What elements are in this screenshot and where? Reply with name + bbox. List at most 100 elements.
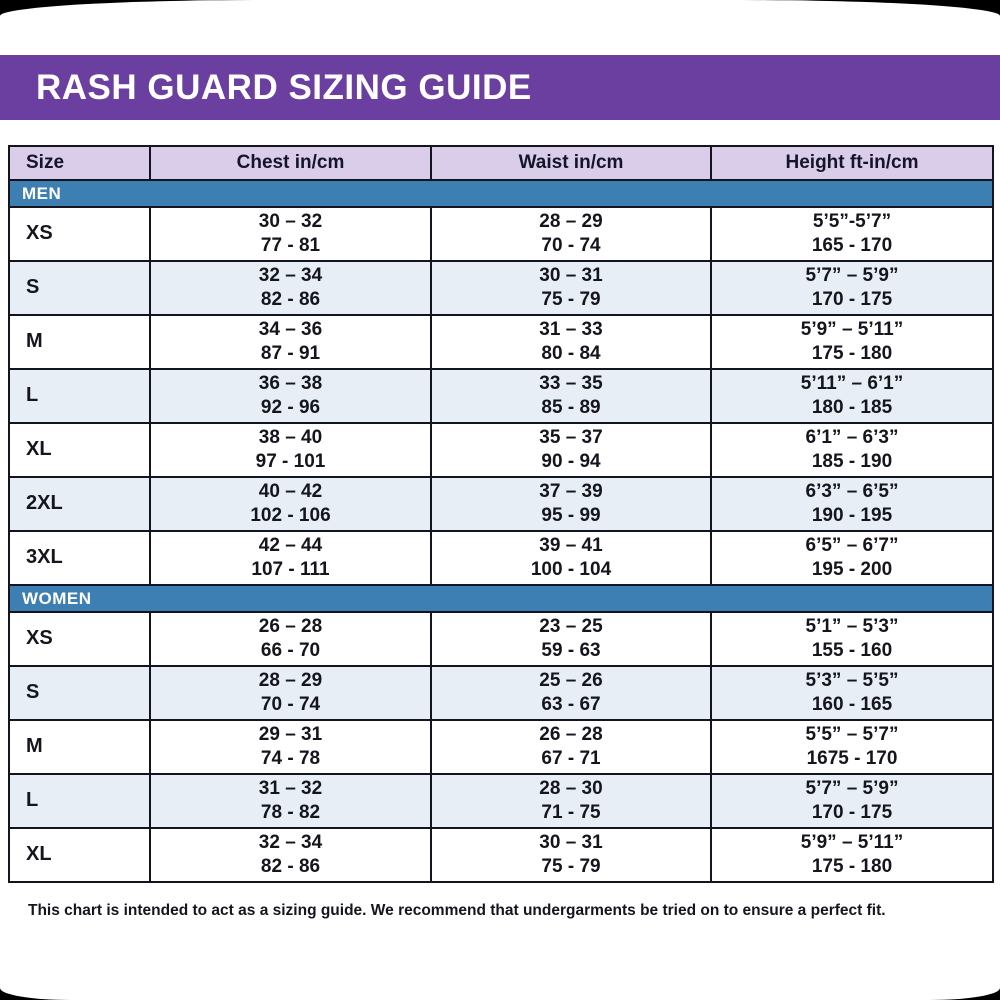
- chest-line-1: 26 – 28: [258, 615, 323, 637]
- size-cell: 2XL: [8, 476, 151, 532]
- chest-line-1: 31 – 32: [258, 777, 323, 799]
- height-line-1: 5’1” – 5’3”: [805, 615, 899, 637]
- height-line-1: 5’7” – 5’9”: [805, 264, 899, 286]
- size-cell: XS: [8, 206, 151, 262]
- height-cell: 5’5”-5’7” 165 - 170: [710, 206, 994, 262]
- height-cell: 5’1” – 5’3” 155 - 160: [710, 611, 994, 667]
- table-row: XS 26 – 28 66 - 70 23 – 25 59 - 63 5’1” – 5’3…: [8, 611, 994, 667]
- waist-line-1: 30 – 31: [539, 264, 603, 286]
- col-header-height: Height ft-in/cm: [710, 145, 994, 181]
- height-line-2: 155 - 160: [811, 640, 893, 661]
- height-line-1: 5’3” – 5’5”: [805, 669, 899, 691]
- chest-line-2: 82 - 86: [260, 289, 321, 310]
- table-row: 3XL 42 – 44 107 - 111 39 – 41 100 - 104 6’5” …: [8, 530, 994, 586]
- waist-line-1: 37 – 39: [539, 480, 603, 502]
- chest-line-2: 78 - 82: [260, 802, 321, 823]
- height-line-2: 165 - 170: [811, 235, 893, 256]
- col-header-size: Size: [8, 145, 151, 181]
- waist-line-1: 23 – 25: [539, 615, 603, 637]
- chest-line-2: 107 - 111: [251, 559, 330, 580]
- waist-cell: 28 – 29 70 - 74: [430, 206, 712, 262]
- chest-line-1: 34 – 36: [258, 318, 323, 340]
- size-cell: 3XL: [8, 530, 151, 586]
- height-line-1: 6’3” – 6’5”: [805, 480, 899, 502]
- chest-cell: 31 – 32 78 - 82: [149, 773, 432, 829]
- waist-line-2: 85 - 89: [541, 397, 601, 418]
- chest-line-1: 30 – 32: [258, 210, 323, 232]
- sizing-table: Size Chest in/cm Waist in/cm Height ft-i…: [8, 145, 994, 883]
- waist-cell: 37 – 39 95 - 99: [430, 476, 712, 532]
- chest-cell: 36 – 38 92 - 96: [149, 368, 432, 424]
- waist-line-2: 75 - 79: [541, 289, 601, 310]
- height-line-1: 5’5”-5’7”: [812, 210, 892, 232]
- height-line-1: 6’5” – 6’7”: [805, 534, 899, 556]
- waist-line-2: 95 - 99: [541, 505, 601, 526]
- chest-line-1: 32 – 34: [258, 831, 323, 853]
- waist-line-1: 30 – 31: [539, 831, 603, 853]
- height-cell: 5’11” – 6’1” 180 - 185: [710, 368, 994, 424]
- height-cell: 5’5” – 5’7” 1675 - 170: [710, 719, 994, 775]
- footnote: This chart is intended to act as a sizin…: [28, 902, 886, 919]
- table-row: S 32 – 34 82 - 86 30 – 31 75 - 79 5’7” – 5’9”…: [8, 260, 994, 316]
- page-title: RASH GUARD SIZING GUIDE: [36, 67, 532, 107]
- chest-cell: 26 – 28 66 - 70: [149, 611, 432, 667]
- chest-cell: 32 – 34 82 - 86: [149, 827, 432, 883]
- waist-line-1: 25 – 26: [539, 669, 603, 691]
- table-row: 2XL 40 – 42 102 - 106 37 – 39 95 - 99 6’3” – …: [8, 476, 994, 532]
- waist-line-2: 90 - 94: [541, 451, 601, 472]
- waist-cell: 31 – 33 80 - 84: [430, 314, 712, 370]
- size-cell: L: [8, 773, 151, 829]
- section-header-men: MEN: [8, 179, 994, 208]
- size-cell: L: [8, 368, 151, 424]
- height-cell: 5’7” – 5’9” 170 - 175: [710, 773, 994, 829]
- table-row: M 34 – 36 87 - 91 31 – 33 80 - 84 5’9” – 5’11…: [8, 314, 994, 370]
- waist-cell: 39 – 41 100 - 104: [430, 530, 712, 586]
- chest-line-2: 70 - 74: [260, 694, 321, 715]
- height-line-1: 5’7” – 5’9”: [805, 777, 899, 799]
- chest-line-1: 38 – 40: [258, 426, 323, 448]
- size-cell: S: [8, 260, 151, 316]
- chest-line-2: 97 - 101: [255, 451, 326, 472]
- height-cell: 5’3” – 5’5” 160 - 165: [710, 665, 994, 721]
- waist-line-1: 35 – 37: [539, 426, 603, 448]
- chest-line-2: 77 - 81: [260, 235, 321, 256]
- chest-line-1: 32 – 34: [258, 264, 323, 286]
- height-line-2: 160 - 165: [811, 694, 893, 715]
- waist-line-2: 67 - 71: [541, 748, 601, 769]
- col-header-chest: Chest in/cm: [149, 145, 432, 181]
- waist-line-2: 59 - 63: [541, 640, 601, 661]
- height-line-1: 5’9” – 5’11”: [800, 831, 904, 853]
- chest-line-2: 82 - 86: [260, 856, 321, 877]
- table-header: Size Chest in/cm Waist in/cm Height ft-i…: [8, 145, 994, 181]
- waist-cell: 26 – 28 67 - 71: [430, 719, 712, 775]
- height-line-2: 175 - 180: [811, 856, 893, 877]
- height-line-2: 185 - 190: [811, 451, 893, 472]
- chest-cell: 32 – 34 82 - 86: [149, 260, 432, 316]
- chest-cell: 42 – 44 107 - 111: [149, 530, 432, 586]
- section-row: MEN: [8, 179, 994, 208]
- table-row: M 29 – 31 74 - 78 26 – 28 67 - 71 5’5” – 5’7”…: [8, 719, 994, 775]
- height-line-1: 5’5” – 5’7”: [805, 723, 899, 745]
- table-body: MEN XS 30 – 32 77 - 81 28 – 29 70 - 74 5’5”-5’…: [8, 179, 994, 883]
- waist-line-1: 28 – 29: [539, 210, 603, 232]
- chest-cell: 34 – 36 87 - 91: [149, 314, 432, 370]
- chest-line-1: 28 – 29: [258, 669, 323, 691]
- table-row: L 36 – 38 92 - 96 33 – 35 85 - 89 5’11” – 6’1…: [8, 368, 994, 424]
- chest-line-2: 102 - 106: [250, 505, 331, 526]
- size-cell: M: [8, 314, 151, 370]
- table-row: XL 32 – 34 82 - 86 30 – 31 75 - 79 5’9” – 5’1…: [8, 827, 994, 883]
- table-row: L 31 – 32 78 - 82 28 – 30 71 - 75 5’7” – 5’9”…: [8, 773, 994, 829]
- table-row: XS 30 – 32 77 - 81 28 – 29 70 - 74 5’5”-5’7” 1…: [8, 206, 994, 262]
- height-line-2: 170 - 175: [811, 802, 893, 823]
- chest-line-2: 92 - 96: [260, 397, 321, 418]
- size-cell: XL: [8, 827, 151, 883]
- chest-line-1: 40 – 42: [258, 480, 323, 502]
- section-header-women: WOMEN: [8, 584, 994, 613]
- size-cell: XL: [8, 422, 151, 478]
- height-line-2: 175 - 180: [811, 343, 893, 364]
- size-cell: M: [8, 719, 151, 775]
- height-line-1: 5’11” – 6’1”: [800, 372, 904, 394]
- waist-line-1: 33 – 35: [539, 372, 603, 394]
- chest-line-2: 74 - 78: [260, 748, 321, 769]
